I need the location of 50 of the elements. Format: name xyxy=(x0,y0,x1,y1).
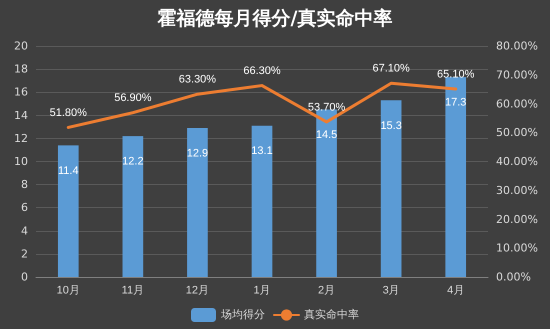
bar xyxy=(122,136,144,277)
bar xyxy=(252,126,272,277)
y-tick-label: 14 xyxy=(14,108,28,122)
chart-title: 霍福德每月得分/真实命中率 xyxy=(156,8,392,30)
y-tick-label: 10 xyxy=(14,155,28,168)
bar xyxy=(445,77,466,277)
x-tick-label: 1月 xyxy=(253,284,271,296)
y2-tick-label: 80.00% xyxy=(496,40,538,52)
y-tick-label: 4 xyxy=(21,224,28,238)
legend-label: 场均得分 xyxy=(220,309,265,321)
y-tick-label: 8 xyxy=(21,178,28,192)
x-tick-label: 12月 xyxy=(186,284,210,296)
data-label: 15.3 xyxy=(380,120,402,132)
bar xyxy=(187,128,208,277)
bar xyxy=(58,145,79,277)
y2-tick-label: 20.00% xyxy=(496,212,538,226)
data-label: 17.3 xyxy=(445,96,466,109)
y2-tick-label: 70.00% xyxy=(496,68,538,82)
x-tick-label: 2月 xyxy=(318,284,336,296)
bar xyxy=(380,100,402,277)
data-label: 66.30% xyxy=(243,65,281,78)
data-label: 12.2 xyxy=(122,156,144,168)
y-tick-label: 16 xyxy=(14,86,28,99)
data-label: 56.90% xyxy=(114,92,152,104)
y-tick-label: 2 xyxy=(21,247,28,260)
y-tick-label: 0 xyxy=(21,270,28,284)
y2-tick-label: 30.00% xyxy=(496,184,538,197)
data-label: 14.5 xyxy=(316,129,338,142)
y-tick-label: 6 xyxy=(21,201,28,214)
x-tick-label: 10月 xyxy=(56,284,80,296)
data-label: 12.9 xyxy=(186,148,208,160)
y-tick-label: 20 xyxy=(14,40,28,52)
data-label: 51.80% xyxy=(50,106,88,119)
legend-label: 真实命中率 xyxy=(304,308,359,321)
data-label: 11.4 xyxy=(58,164,79,177)
y2-tick-label: 50.00% xyxy=(496,126,538,140)
x-tick-label: 3月 xyxy=(382,284,400,296)
y2-tick-label: 0.00% xyxy=(496,270,531,284)
data-label: 67.10% xyxy=(372,62,410,75)
bar xyxy=(316,110,337,277)
data-label: 65.10% xyxy=(437,68,475,81)
x-tick-label: 4月 xyxy=(447,284,464,296)
y2-tick-label: 40.00% xyxy=(496,155,538,168)
x-tick-label: 11月 xyxy=(122,284,144,296)
data-label: 13.1 xyxy=(251,145,273,158)
data-label: 63.30% xyxy=(178,74,216,86)
y2-tick-label: 10.00% xyxy=(496,242,538,255)
y-tick-label: 18 xyxy=(14,62,28,76)
y-tick-label: 12 xyxy=(14,132,28,145)
y2-tick-label: 60.00% xyxy=(496,97,538,110)
